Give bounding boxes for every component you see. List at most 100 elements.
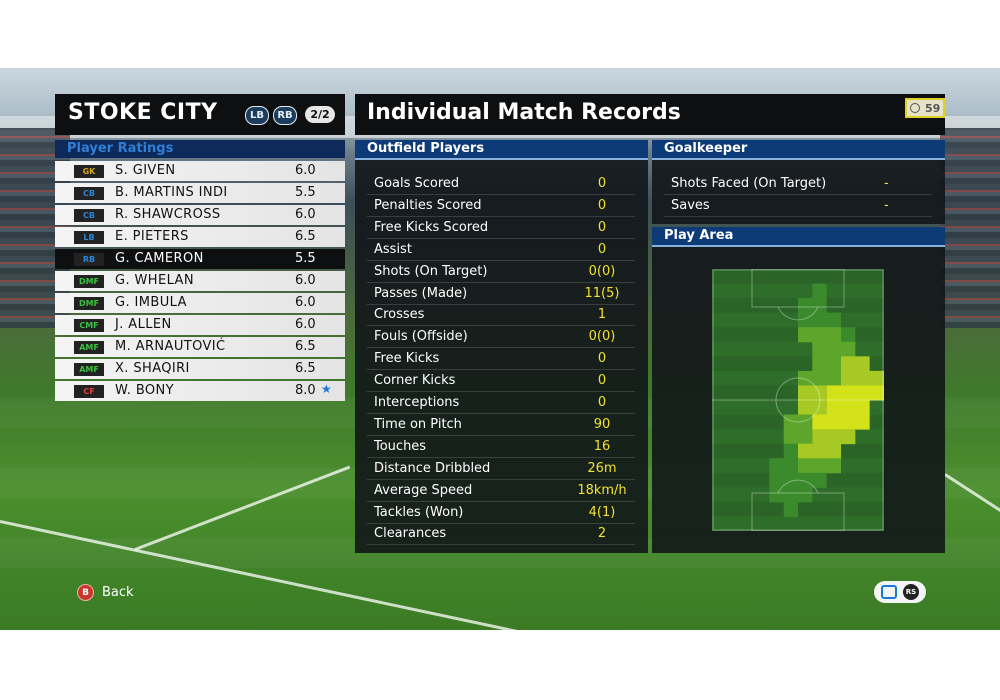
- stat-row: Time on Pitch 90: [367, 414, 635, 436]
- stat-label: Touches: [374, 438, 427, 454]
- position-badge: DMF: [74, 297, 104, 310]
- player-row[interactable]: AMF M. ARNAUTOVIĆ 6.5: [55, 337, 345, 357]
- penalty-arc-bottom: [777, 479, 819, 494]
- player-row[interactable]: LB E. PIETERS 6.5: [55, 227, 345, 247]
- heat-cell: [783, 501, 798, 517]
- pitch-outline: [712, 269, 884, 531]
- player-ratings-label: Player Ratings: [67, 141, 174, 156]
- heat-cell: [783, 443, 798, 459]
- stat-label: Crosses: [374, 307, 425, 323]
- stat-label: Fouls (Offside): [374, 329, 468, 345]
- stat-value: 0(0): [588, 329, 616, 345]
- position-badge: AMF: [74, 341, 104, 354]
- stat-value: 11(5): [584, 285, 620, 301]
- play-area-header: Play Area: [652, 227, 945, 247]
- heat-cell: [798, 400, 827, 416]
- stat-row: Touches 16: [367, 436, 635, 458]
- stat-value: 1: [597, 307, 607, 323]
- stat-row: Goals Scored 0: [367, 173, 635, 195]
- gk-stat-value: -: [884, 198, 889, 213]
- player-name: G. IMBULA: [115, 295, 187, 310]
- team-title-bar: STOKE CITY LB RB 2/2: [55, 94, 345, 135]
- stat-label: Distance Dribbled: [374, 460, 491, 476]
- game-screen: STOKE CITY LB RB 2/2 Player Ratings GK S.…: [0, 68, 1000, 630]
- goalkeeper-stats-panel: Shots Faced (On Target) - Saves -: [652, 160, 945, 224]
- player-row[interactable]: CB B. MARTINS INDI 5.5: [55, 183, 345, 203]
- heat-cell: [812, 341, 856, 357]
- position-filter-lb[interactable]: LB: [245, 106, 269, 125]
- stat-value: 26m: [587, 460, 617, 476]
- stat-label: Interceptions: [374, 395, 460, 410]
- player-name: R. SHAWCROSS: [115, 207, 221, 222]
- team-name: STOKE CITY: [68, 100, 218, 125]
- stat-row: Average Speed 18km/h: [367, 480, 635, 502]
- stat-row: Free Kicks Scored 0: [367, 217, 635, 239]
- player-row[interactable]: CB R. SHAWCROSS 6.0: [55, 205, 345, 225]
- player-row[interactable]: GK S. GIVEN 6.0: [55, 161, 345, 181]
- gk-stat-value: -: [884, 176, 889, 191]
- penalty-box-top: [751, 269, 845, 308]
- stat-row: Tackles (Won) 4(1): [367, 502, 635, 524]
- stat-value: 16: [593, 438, 611, 454]
- back-button[interactable]: B Back: [77, 584, 134, 601]
- outfield-players-label: Outfield Players: [367, 141, 485, 156]
- player-rating: 8.0: [295, 383, 316, 398]
- heat-cell: [798, 312, 841, 328]
- player-row[interactable]: DMF G. WHELAN 6.0: [55, 271, 345, 291]
- player-rating: 6.5: [295, 339, 316, 354]
- position-badge: DMF: [74, 275, 104, 288]
- stat-value: 0: [597, 351, 607, 367]
- stat-label: Shots (On Target): [374, 263, 488, 279]
- heat-cell: [812, 414, 870, 430]
- stat-value: 4(1): [588, 504, 616, 520]
- stat-row: Interceptions 0: [367, 392, 635, 414]
- stat-value: 0: [597, 176, 607, 191]
- heat-cell: [798, 298, 827, 314]
- player-list: GK S. GIVEN 6.0 CB B. MARTINS INDI 5.5 CB R. SH…: [55, 161, 345, 403]
- position-filter-rb[interactable]: RB: [273, 106, 297, 125]
- heat-cell: [798, 327, 841, 343]
- player-rating: 6.5: [295, 361, 316, 376]
- stat-row: Clearances 2: [367, 523, 635, 546]
- outfield-players-header: Outfield Players: [355, 140, 648, 160]
- player-row[interactable]: RB G. CAMERON 5.5: [55, 249, 345, 269]
- player-name: E. PIETERS: [115, 229, 189, 244]
- back-label: Back: [102, 585, 134, 600]
- stat-value: 0: [597, 219, 607, 235]
- play-area-heatmap: [712, 269, 884, 531]
- heat-cell: [783, 429, 813, 445]
- position-badge: AMF: [74, 363, 104, 376]
- player-row[interactable]: CF W. BONY 8.0 ★: [55, 381, 345, 401]
- player-rating: 6.5: [295, 229, 316, 244]
- stat-value: 18km/h: [577, 482, 627, 498]
- stat-row: Crosses 1: [367, 304, 635, 327]
- star-icon: ★: [321, 382, 332, 396]
- stat-value: 0: [597, 197, 607, 213]
- player-rating: 6.0: [295, 207, 316, 222]
- heat-cell: [812, 429, 856, 445]
- page-title: Individual Match Records: [367, 100, 681, 125]
- player-ratings-header: Player Ratings: [55, 140, 345, 158]
- stat-label: Goals Scored: [374, 176, 460, 191]
- position-badge: GK: [74, 165, 104, 178]
- heat-cell: [769, 472, 827, 488]
- clock-icon: [909, 103, 920, 113]
- stat-value: 90: [593, 416, 611, 432]
- heat-cell: [798, 443, 841, 459]
- player-name: G. CAMERON: [115, 251, 204, 266]
- position-badge: CB: [74, 187, 104, 200]
- stat-label: Clearances: [374, 526, 447, 542]
- player-row[interactable]: DMF G. IMBULA 6.0: [55, 293, 345, 313]
- player-name: W. BONY: [115, 383, 175, 398]
- play-area-label: Play Area: [664, 228, 734, 243]
- player-row[interactable]: CMF J. ALLEN 6.0: [55, 315, 345, 335]
- heat-cell: [769, 458, 798, 474]
- stat-value: 0(0): [588, 263, 616, 279]
- player-row[interactable]: AMF X. SHAQIRI 6.5: [55, 359, 345, 379]
- player-rating: 6.0: [295, 295, 316, 310]
- chat-button[interactable]: RS: [874, 581, 926, 603]
- goalkeeper-header: Goalkeeper: [652, 140, 945, 160]
- stat-row: Assist 0: [367, 239, 635, 261]
- player-name: X. SHAQIRI: [115, 361, 190, 376]
- stat-label: Passes (Made): [374, 285, 468, 301]
